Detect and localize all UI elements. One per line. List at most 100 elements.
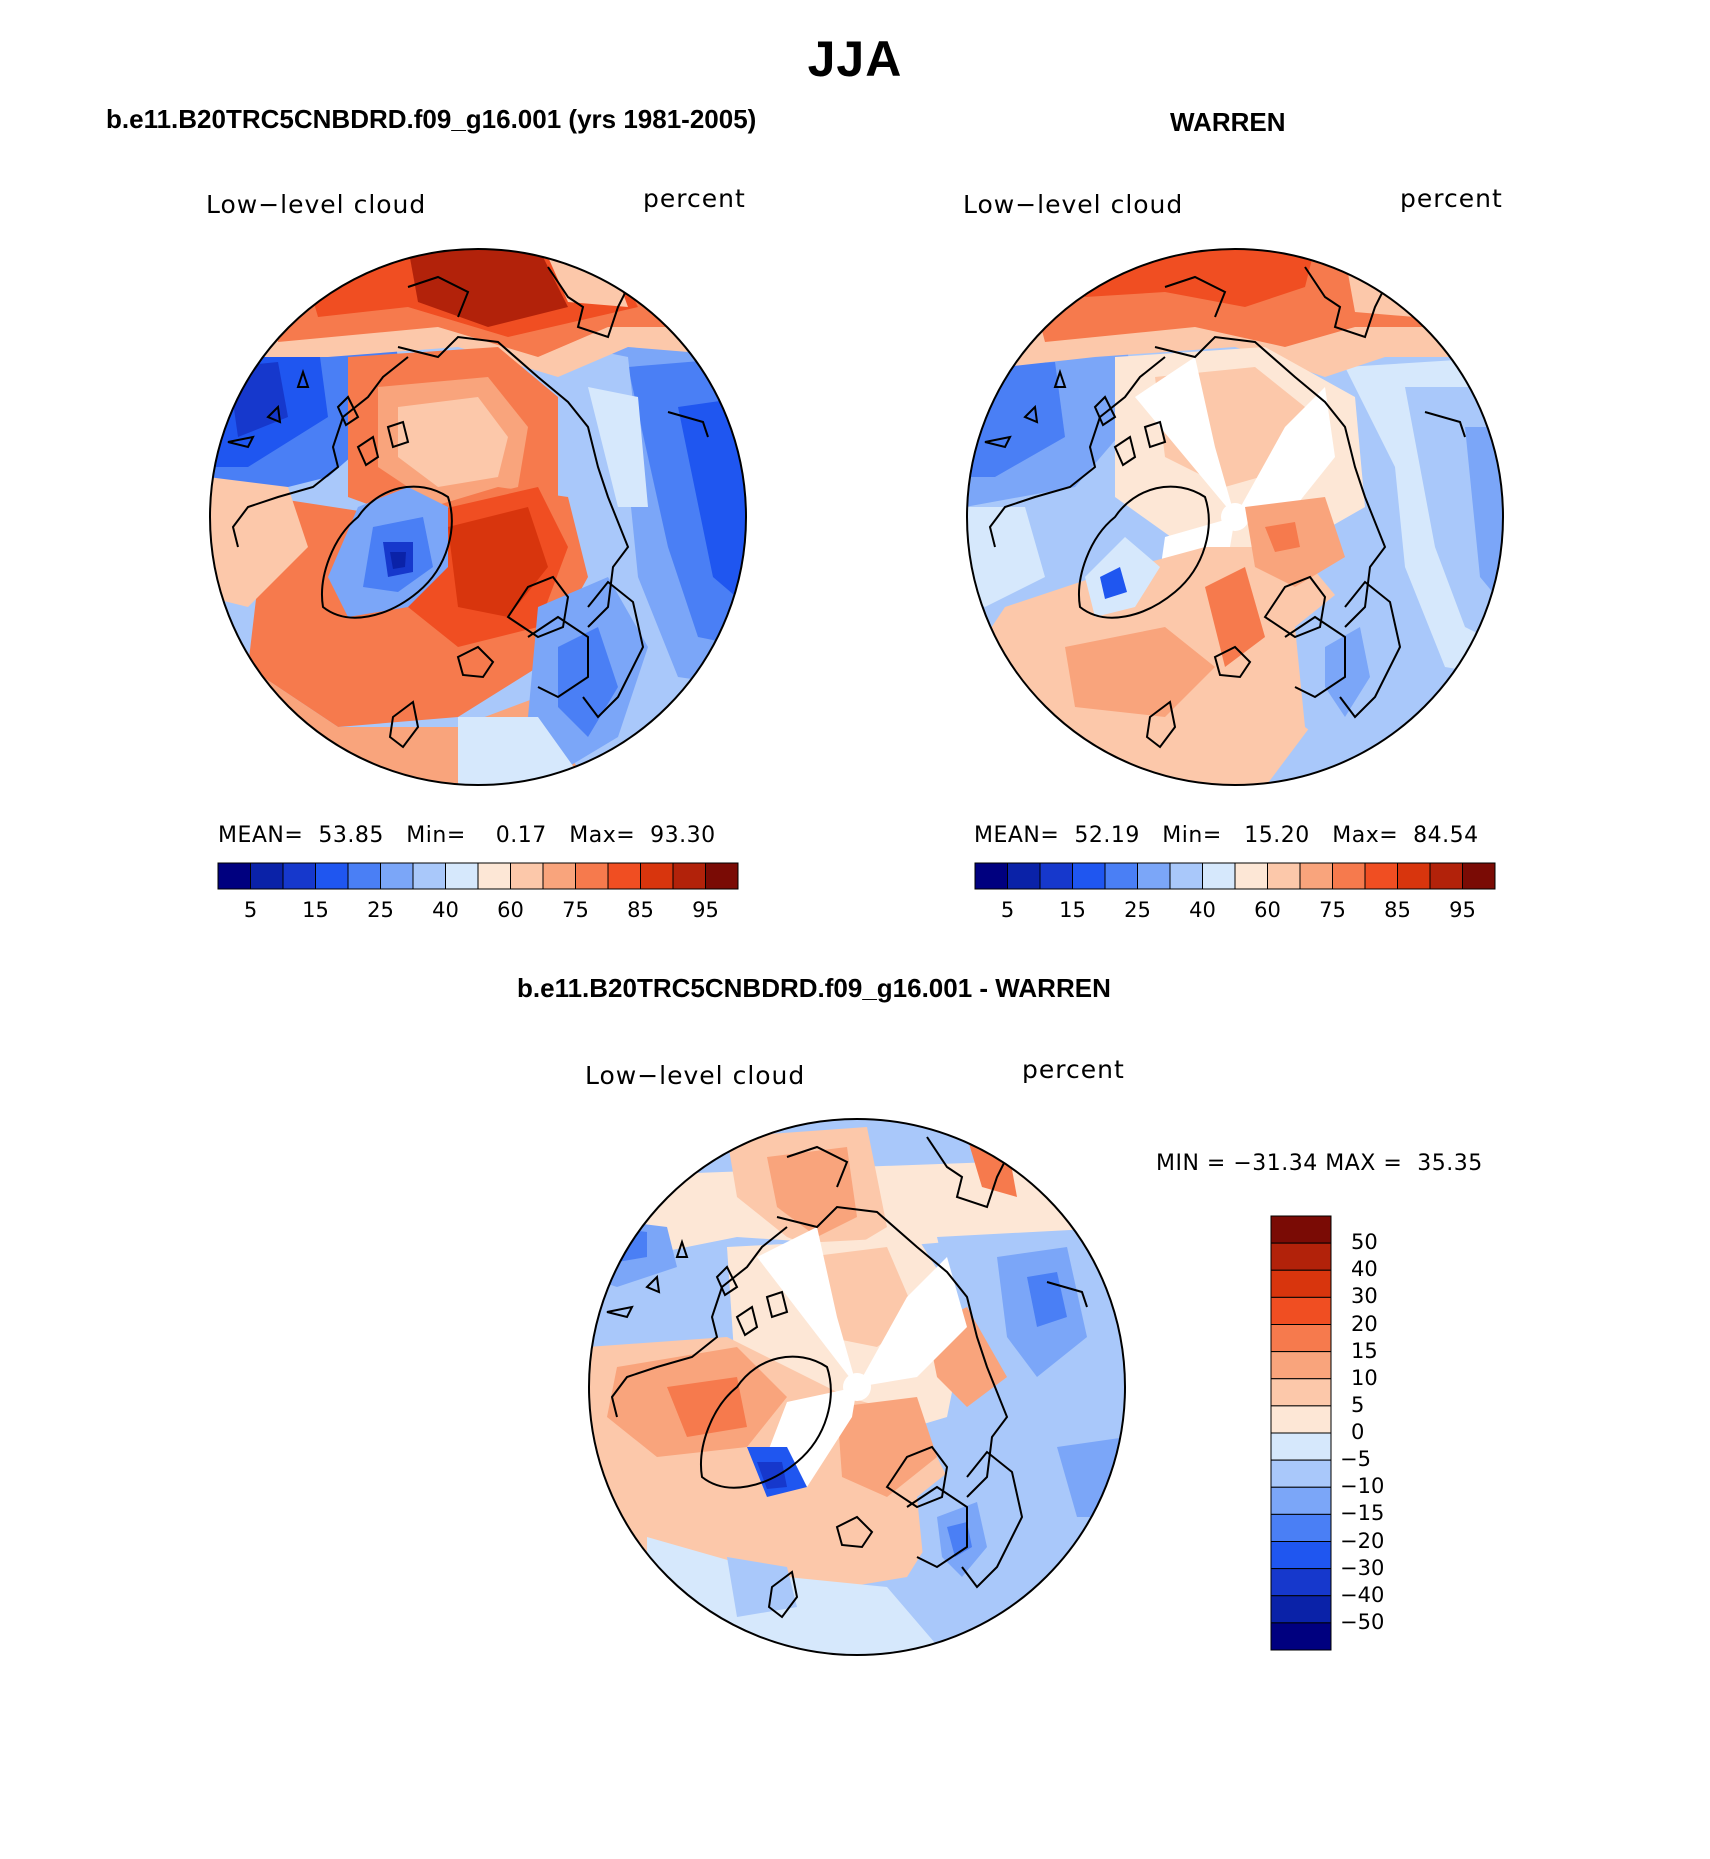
colorbar-swatch (1270, 1215, 1332, 1244)
colorbar-tick-label: −5 (1340, 1447, 1371, 1472)
colorbar-swatch (412, 862, 446, 890)
colorbar-tick-label: 60 (497, 898, 524, 922)
colorbar-swatch (282, 862, 316, 890)
colorbar-swatch (705, 862, 739, 890)
colorbar-tick-label: 60 (1254, 898, 1281, 922)
colorbar-swatch (380, 862, 414, 890)
panel2-max-label: Max= (1332, 823, 1399, 848)
colorbar-tick-label: 15 (1351, 1338, 1378, 1363)
colorbar-tick-label: 40 (1189, 898, 1216, 922)
colorbar-swatch (1429, 862, 1463, 890)
colorbar-swatch (1270, 1405, 1332, 1434)
colorbar-swatch (1397, 862, 1431, 890)
panel1-units-label: percent (643, 184, 746, 213)
colorbar-swatch (1267, 862, 1301, 890)
colorbar-tick-label: 5 (1000, 898, 1015, 922)
panel2-subtitle: WARREN (1170, 107, 1286, 137)
colorbar-tick-label: −20 (1340, 1528, 1385, 1553)
panel1-max-value: 93.30 (650, 823, 716, 848)
panel1-max-label: Max= (569, 823, 636, 848)
colorbar-tick-label: 5 (243, 898, 258, 922)
colorbar-tick-label: 25 (367, 898, 394, 922)
colorbar-swatch (1137, 862, 1171, 890)
colorbar-swatch (250, 862, 284, 890)
panel2-mean-label: MEAN= (974, 823, 1060, 848)
colorbar-tick-label: 25 (1124, 898, 1151, 922)
figure-title: JJA (807, 31, 903, 87)
colorbar-swatch (1039, 862, 1073, 890)
colorbar-tick-label: 40 (1351, 1257, 1378, 1282)
panel3-subtitle: b.e11.B20TRC5CNBDRD.f09_g16.001 - WARREN (517, 973, 1111, 1003)
colorbar-tick-label: 85 (1384, 898, 1411, 922)
panel2-stats: MEAN= 52.19 Min= 15.20 Max= 84.54 (974, 823, 1479, 848)
colorbar-swatch (672, 862, 706, 890)
colorbar-swatch (477, 862, 511, 890)
colorbar-swatch (1270, 1378, 1332, 1407)
colorbar-swatch (1270, 1324, 1332, 1353)
panel1-variable-label: Low−level cloud (206, 190, 427, 219)
panel2-variable-label: Low−level cloud (963, 190, 1184, 219)
colorbar-swatch (1364, 862, 1398, 890)
panel2-polar-map (966, 248, 1504, 786)
panel1-min-label: Min= (406, 823, 466, 848)
colorbar-swatch (445, 862, 479, 890)
panel1-stats: MEAN= 53.85 Min= 0.17 Max= 93.30 (218, 823, 716, 848)
panel2-mean-value: 52.19 (1074, 823, 1140, 848)
panel2-min-value: 15.20 (1244, 823, 1310, 848)
colorbar-tick-label: 0 (1351, 1420, 1365, 1444)
colorbar-swatch (1270, 1568, 1332, 1597)
panel3-variable-label: Low−level cloud (585, 1061, 806, 1090)
colorbar-tick-label: 15 (1059, 898, 1086, 922)
panel1-min-value: 0.17 (495, 823, 547, 848)
colorbar-swatch (1270, 1432, 1332, 1461)
colorbar-tick-label: −10 (1340, 1474, 1385, 1499)
colorbar-swatch (1270, 1269, 1332, 1298)
colorbar-tick-label: 10 (1351, 1365, 1378, 1390)
colorbar-swatch (1104, 862, 1138, 890)
colorbar-swatch (1299, 862, 1333, 890)
colorbar-swatch (542, 862, 576, 890)
colorbar-swatch (1270, 1622, 1332, 1651)
panel1-mean-value: 53.85 (318, 823, 384, 848)
panel2-min-label: Min= (1162, 823, 1222, 848)
colorbar-tick-label: −40 (1340, 1582, 1385, 1607)
panel3-colorbar (1270, 1215, 1332, 1651)
colorbar-swatch (1202, 862, 1236, 890)
colorbar-tick-label: −15 (1340, 1501, 1385, 1526)
colorbar-tick-label: 95 (1449, 898, 1476, 922)
panel3-units-label: percent (1022, 1055, 1125, 1084)
colorbar-swatch (1332, 862, 1366, 890)
panel2-units-label: percent (1400, 184, 1503, 213)
colorbar-swatch (1270, 1459, 1332, 1488)
colorbar-swatch (575, 862, 609, 890)
colorbar-swatch (1270, 1486, 1332, 1515)
colorbar-tick-label: 20 (1351, 1311, 1378, 1336)
colorbar-swatch (1270, 1513, 1332, 1542)
colorbar-tick-label: 5 (1351, 1392, 1365, 1417)
colorbar-tick-label: −50 (1340, 1609, 1385, 1634)
colorbar-tick-label: 15 (302, 898, 329, 922)
panel1-polar-map (209, 248, 747, 786)
colorbar-swatch (640, 862, 674, 890)
panel1-mean-label: MEAN= (218, 823, 304, 848)
panel2-colorbar (974, 862, 1496, 890)
colorbar-tick-label: 75 (562, 898, 589, 922)
colorbar-swatch (974, 862, 1008, 890)
colorbar-tick-label: 30 (1351, 1284, 1378, 1309)
colorbar-tick-label: 95 (692, 898, 719, 922)
colorbar-swatch (315, 862, 349, 890)
panel3-minmax: MIN = −31.34 MAX = 35.35 (1156, 1151, 1483, 1176)
colorbar-swatch (1270, 1242, 1332, 1271)
colorbar-swatch (1270, 1541, 1332, 1570)
colorbar-swatch (510, 862, 544, 890)
colorbar-swatch (1234, 862, 1268, 890)
colorbar-tick-label: 75 (1319, 898, 1346, 922)
colorbar-swatch (607, 862, 641, 890)
colorbar-tick-label: 50 (1351, 1230, 1378, 1255)
colorbar-swatch (1169, 862, 1203, 890)
panel3-polar-map (588, 1118, 1126, 1656)
panel1-colorbar (217, 862, 739, 890)
colorbar-swatch (217, 862, 251, 890)
colorbar-swatch (347, 862, 381, 890)
